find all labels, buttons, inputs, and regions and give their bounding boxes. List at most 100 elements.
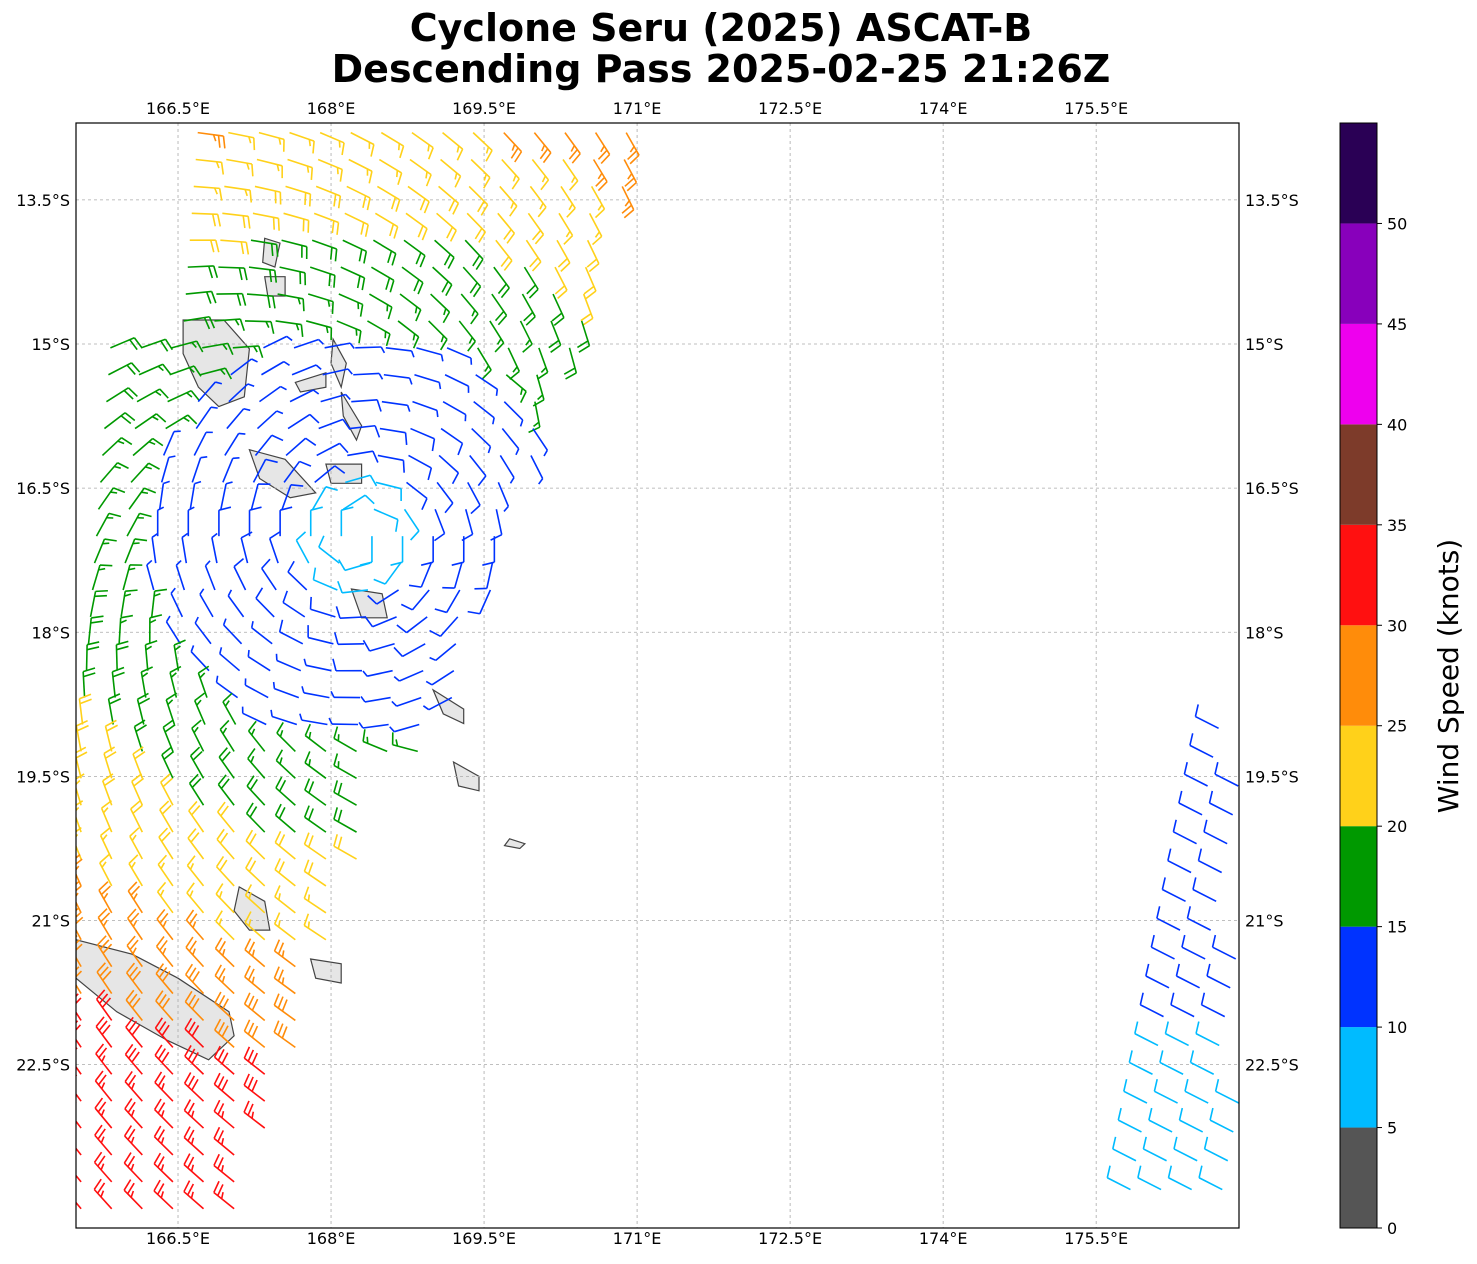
wind-barb — [493, 266, 510, 299]
x-tick-label: 175.5°E — [1064, 1229, 1128, 1248]
wind-barb — [214, 991, 235, 1022]
wind-barb — [414, 373, 442, 390]
wind-barb — [1208, 790, 1234, 816]
wind-barb — [123, 1152, 143, 1183]
wind-barb — [224, 185, 253, 203]
wind-barb — [254, 434, 284, 456]
wind-barb — [91, 564, 113, 591]
wind-barb — [358, 721, 389, 729]
wind-barb — [1178, 1107, 1204, 1133]
wind-barb — [451, 536, 465, 566]
wind-barb — [1172, 819, 1197, 845]
wind-barb — [281, 239, 308, 260]
wind-barb — [285, 437, 317, 457]
wind-barb — [93, 538, 117, 564]
wind-barb — [529, 185, 547, 218]
wind-barb — [118, 614, 134, 644]
wind-barb — [346, 185, 371, 211]
wind-barb — [1142, 1136, 1167, 1162]
wind-barb — [355, 346, 386, 354]
wind-barb — [467, 589, 492, 615]
wind-barb — [1153, 1079, 1178, 1104]
wind-barb — [320, 393, 351, 403]
wind-barb — [217, 774, 235, 806]
island-shape — [350, 588, 388, 619]
wind-barb — [120, 589, 138, 618]
wind-barb — [76, 1074, 82, 1102]
wind-barb — [184, 990, 205, 1022]
wind-barb — [318, 418, 351, 431]
wind-barb — [129, 827, 144, 860]
wind-barb — [157, 854, 174, 887]
wind-barb — [154, 1071, 174, 1102]
wind-barb — [505, 374, 527, 403]
wind-barb — [95, 1043, 113, 1075]
wind-barb — [96, 935, 113, 968]
wind-barb — [474, 562, 494, 590]
chart-title-line-2: Descending Pass 2025-02-25 21:26Z — [331, 47, 1111, 91]
wind-barb — [187, 265, 219, 279]
wind-barb — [362, 729, 388, 753]
wind-barb — [220, 481, 233, 510]
wind-barb — [340, 506, 354, 537]
colorbar-bin — [1340, 826, 1377, 927]
wind-barb — [335, 606, 367, 619]
wind-barb — [379, 427, 408, 446]
wind-barb — [130, 462, 160, 483]
wind-barb — [197, 665, 210, 698]
wind-barb — [307, 293, 334, 314]
wind-barb — [1178, 790, 1203, 816]
wind-barb — [281, 484, 304, 510]
wind-barb — [333, 780, 357, 806]
wind-barb — [195, 406, 218, 430]
wind-barb — [429, 616, 459, 638]
wind-barb — [318, 535, 340, 564]
wind-barb — [125, 1016, 143, 1048]
wind-barb — [261, 360, 290, 376]
wind-barb — [469, 454, 487, 487]
wind-barb — [193, 692, 206, 725]
wind-barb — [432, 266, 453, 296]
wind-barb — [211, 532, 218, 564]
wind-barb — [214, 318, 245, 332]
y-tick-label: 19.5°S — [1245, 767, 1299, 786]
wind-barb — [261, 558, 277, 591]
wind-barb — [156, 506, 165, 537]
wind-barb — [245, 856, 266, 887]
wind-barb — [95, 1016, 113, 1048]
wind-barb — [132, 437, 164, 457]
colorbar-tick-label: 0 — [1387, 1219, 1397, 1238]
wind-barb — [391, 696, 422, 707]
wind-barb — [583, 266, 597, 300]
wind-barb — [1128, 1050, 1153, 1075]
wind-barb — [194, 616, 212, 645]
wind-barb — [442, 562, 463, 589]
wind-barb — [433, 508, 446, 542]
wind-barb — [436, 481, 454, 514]
wind-barb — [438, 454, 460, 485]
wind-barb — [393, 669, 424, 682]
wind-barb — [375, 481, 402, 502]
wind-barb — [244, 911, 266, 941]
island-shape — [309, 958, 342, 984]
wind-barb — [165, 615, 182, 645]
wind-barb — [76, 934, 83, 968]
x-tick-label: 166.5°E — [146, 99, 210, 118]
y-tick-label: 15°S — [1245, 335, 1284, 354]
wind-barb — [184, 1045, 205, 1075]
wind-barb — [76, 1174, 82, 1183]
wind-barb — [250, 621, 273, 645]
wind-barb — [348, 158, 373, 184]
wind-barb — [94, 1124, 113, 1156]
wind-barb — [107, 693, 122, 725]
wind-barb — [434, 239, 455, 269]
wind-barb — [410, 427, 436, 452]
wind-barb — [1123, 1079, 1148, 1104]
wind-barb — [213, 1180, 235, 1210]
wind-barb — [278, 619, 304, 645]
wind-barb — [476, 347, 492, 380]
wind-barb — [446, 347, 473, 365]
wind-barb — [185, 290, 217, 304]
wind-barb — [217, 801, 235, 833]
island-shape — [325, 463, 363, 484]
